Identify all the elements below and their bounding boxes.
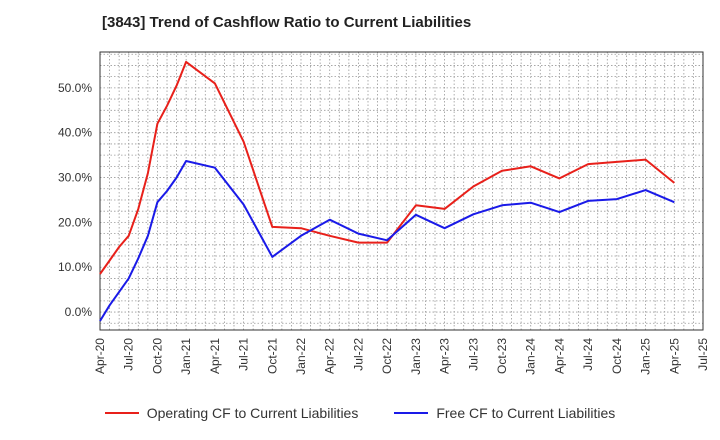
x-tick-label: Jan-25	[639, 338, 653, 375]
y-tick-label: 20.0%	[58, 215, 92, 229]
x-tick-label: Jul-24	[581, 338, 595, 371]
x-tick-label: Jul-22	[351, 338, 365, 371]
x-tick-label: Oct-20	[150, 338, 164, 374]
legend-swatch-free-cf	[394, 412, 429, 414]
x-tick-label: Jul-25	[696, 338, 710, 371]
y-tick-label: 0.0%	[65, 305, 93, 319]
series-line-operating-cf	[99, 60, 675, 275]
legend-label-free-cf: Free CF to Current Liabilities	[436, 405, 616, 421]
y-tick-label: 30.0%	[58, 171, 92, 185]
x-tick-label: Apr-23	[438, 338, 452, 374]
y-tick-label: 50.0%	[58, 81, 92, 95]
x-tick-label: Apr-20	[93, 338, 107, 374]
x-tick-label: Jan-21	[179, 338, 193, 375]
legend-item-free-cf: Free CF to Current Liabilities	[394, 405, 615, 421]
x-tick-label: Apr-25	[667, 338, 681, 374]
x-tick-label: Oct-23	[495, 338, 509, 374]
legend: Operating CF to Current Liabilities Free…	[0, 405, 720, 421]
x-tick-label: Jan-24	[524, 338, 538, 375]
x-tick-label: Jul-21	[237, 338, 251, 371]
x-tick-label: Oct-22	[380, 338, 394, 374]
y-tick-label: 10.0%	[58, 260, 92, 274]
legend-swatch-operating-cf	[104, 412, 139, 414]
x-tick-label: Apr-24	[552, 338, 566, 374]
legend-label-operating-cf: Operating CF to Current Liabilities	[146, 405, 359, 421]
plot-area	[100, 52, 703, 330]
x-tick-label: Oct-21	[265, 338, 279, 374]
legend-item-operating-cf: Operating CF to Current Liabilities	[104, 405, 359, 421]
x-tick-label: Jul-23	[466, 338, 480, 371]
x-tick-label: Oct-24	[610, 338, 624, 374]
x-tick-label: Jan-23	[409, 338, 423, 375]
series-line-free-cf	[99, 160, 675, 322]
y-tick-label: 40.0%	[58, 126, 92, 140]
chart-title: [3843] Trend of Cashflow Ratio to Curren…	[102, 14, 472, 31]
x-tick-label: Apr-22	[323, 338, 337, 374]
x-tick-label: Jan-22	[294, 338, 308, 375]
x-tick-label: Apr-21	[208, 338, 222, 374]
x-tick-label: Jul-20	[122, 338, 136, 371]
plot-frame	[99, 51, 704, 331]
